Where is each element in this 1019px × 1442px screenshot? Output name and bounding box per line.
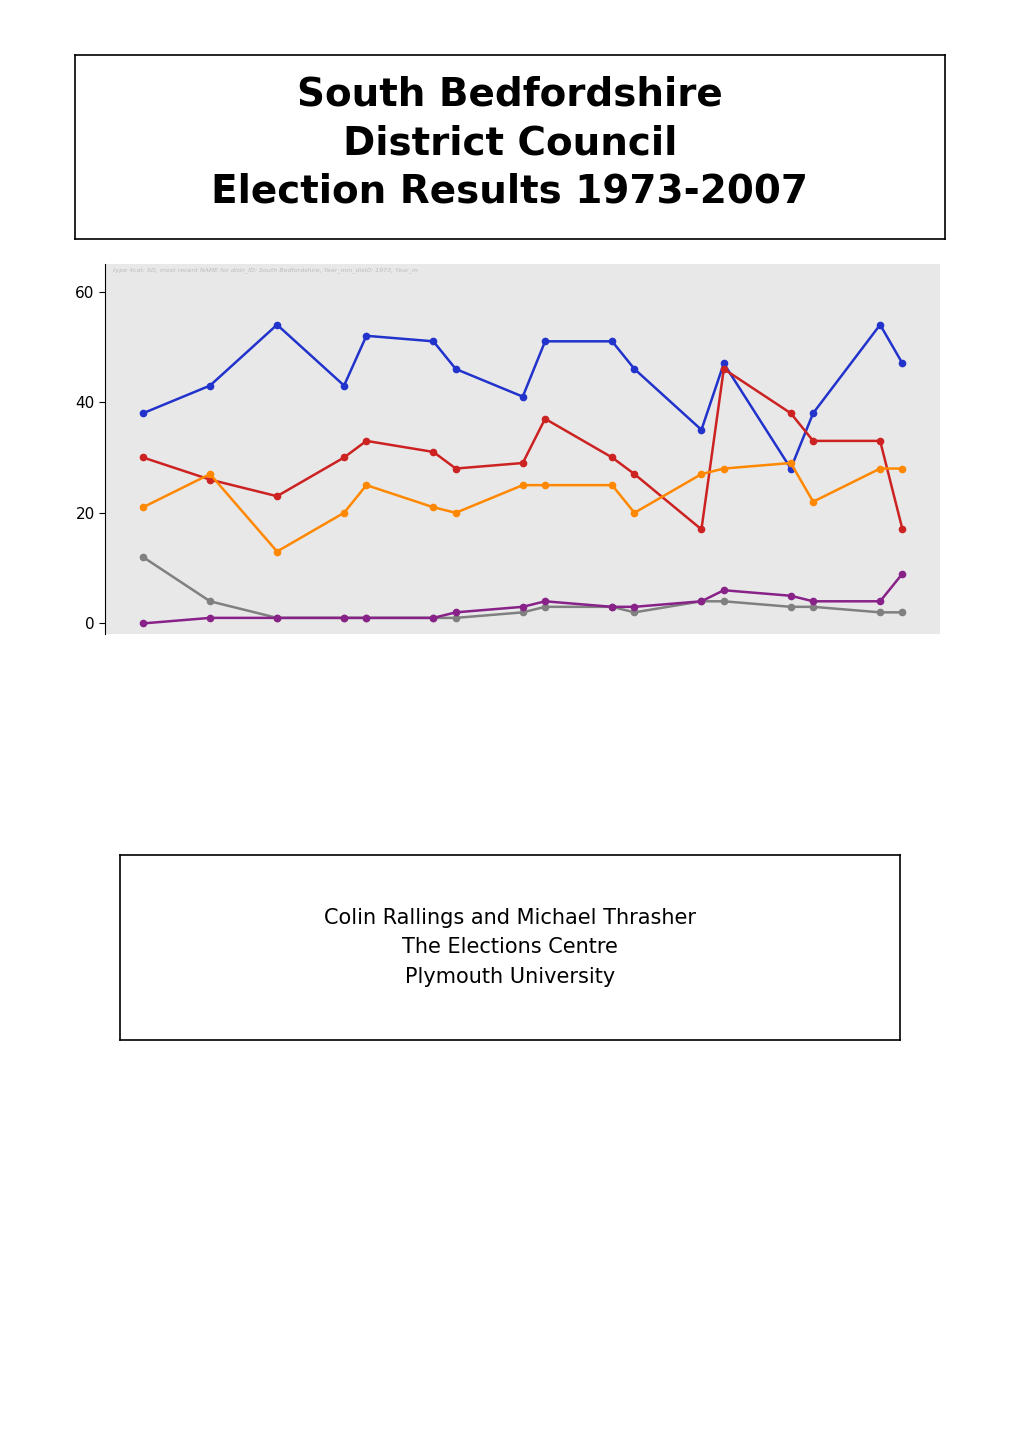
Text: type 4cat: SD, most recent NAME for distr_ID: South Bedfordshire, Year_min_dist0: type 4cat: SD, most recent NAME for dist… [113,268,418,274]
Text: Colin Rallings and Michael Thrasher
The Elections Centre
Plymouth University: Colin Rallings and Michael Thrasher The … [324,908,695,986]
Text: South Bedfordshire
District Council
Election Results 1973-2007: South Bedfordshire District Council Elec… [211,76,808,211]
